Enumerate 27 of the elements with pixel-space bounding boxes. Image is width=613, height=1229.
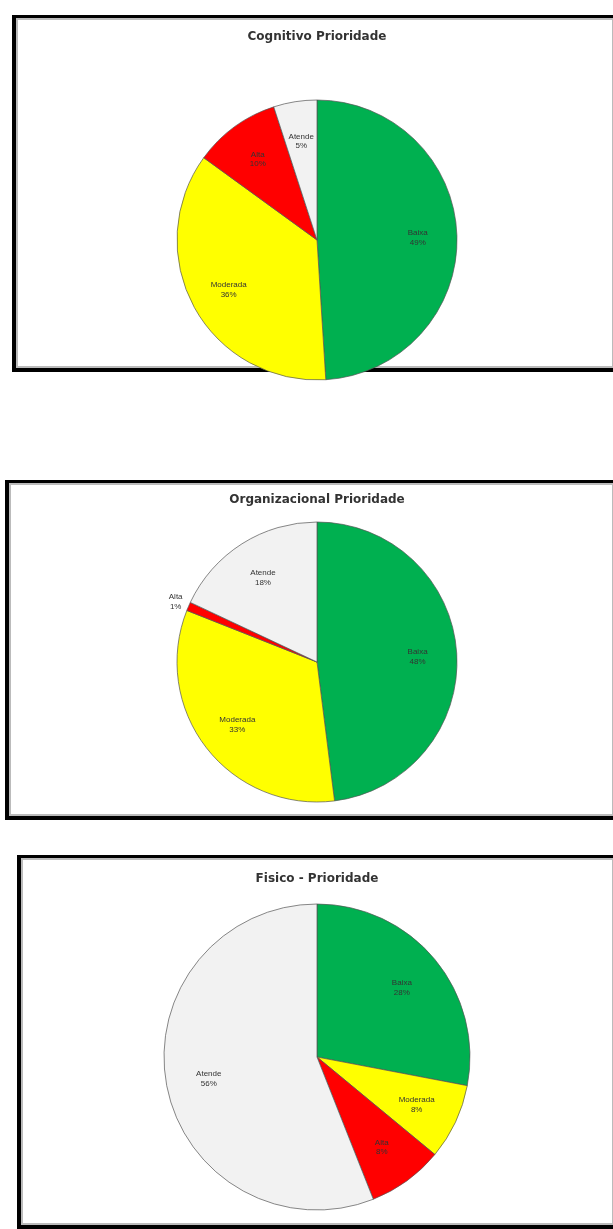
data-label: 56% [200, 1078, 217, 1088]
slice-label: Atende [288, 131, 315, 141]
data-label: 10% [249, 159, 266, 169]
data-label: 49% [409, 237, 426, 247]
slice-label: Moderada [219, 715, 256, 725]
slice-label: Baixa [391, 978, 413, 988]
chart-title: Fisico - Prioridade [255, 871, 379, 885]
data-label: 33% [229, 724, 246, 734]
slice-label: Baixa [407, 228, 429, 238]
slice-label: Atende [196, 1069, 223, 1079]
data-label: 8% [410, 1104, 423, 1114]
data-label: 48% [409, 656, 426, 666]
data-label: 1% [169, 601, 182, 611]
chart-title: Organizacional Prioridade [229, 492, 405, 506]
data-label: 18% [254, 577, 271, 587]
slice-label: Moderada [210, 279, 248, 289]
data-label: 5% [295, 141, 308, 151]
slice-label: Alta [168, 592, 184, 602]
slice-label: Alta [250, 149, 266, 159]
slice-label: Baixa [407, 647, 429, 657]
chart-title: Cognitivo Prioridade [247, 29, 387, 43]
data-label: 28% [393, 987, 410, 997]
data-label: 36% [220, 289, 237, 299]
slice-label: Atende [250, 568, 277, 578]
slice-label: Alta [374, 1137, 390, 1147]
data-label: 8% [375, 1147, 388, 1157]
slice-label: Moderada [398, 1095, 436, 1105]
